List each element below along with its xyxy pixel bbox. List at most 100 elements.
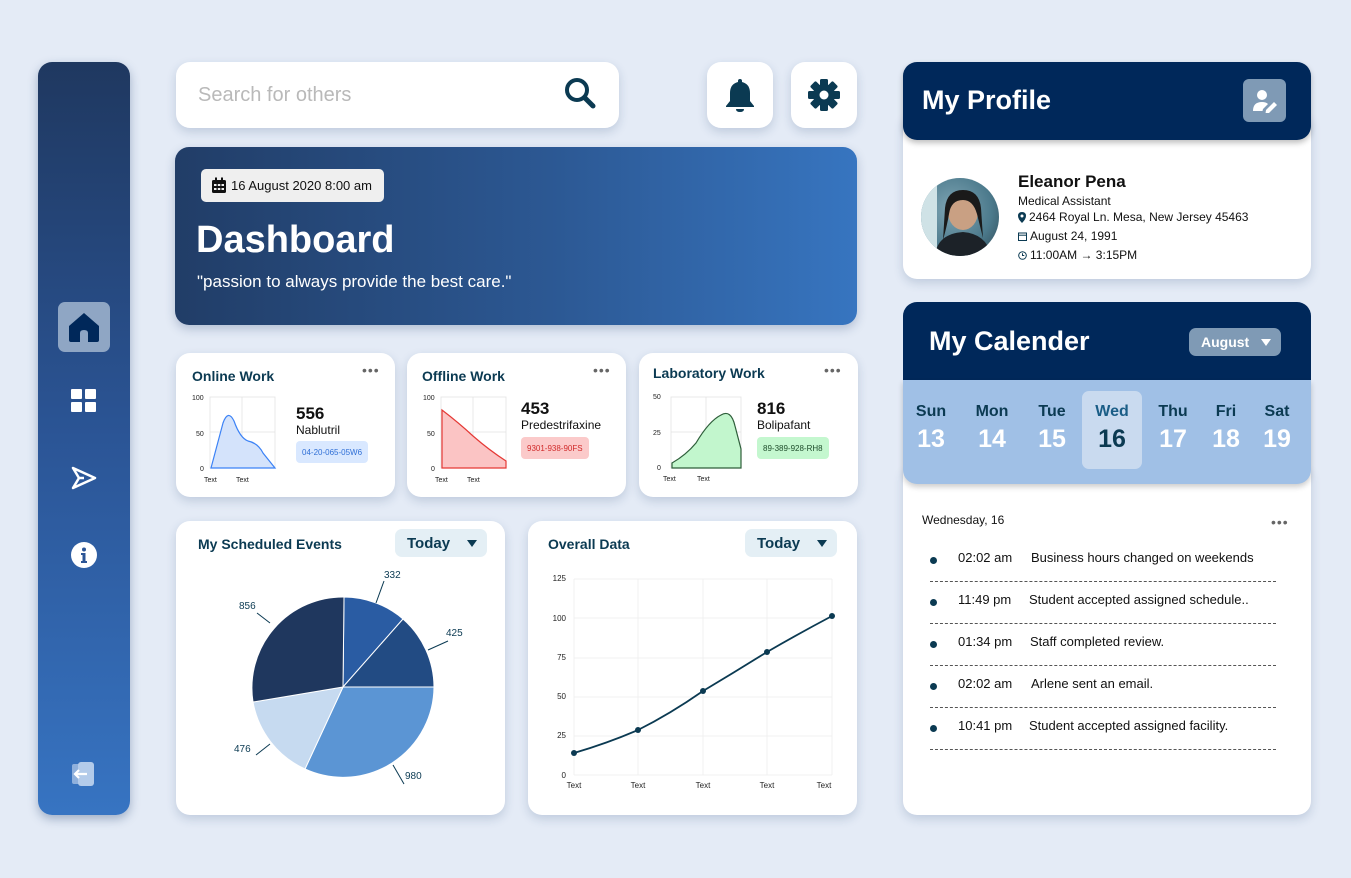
svg-text:0: 0 (657, 465, 661, 472)
page-title: Dashboard (196, 219, 395, 261)
clock-icon (1018, 250, 1027, 260)
chevron-down-icon (817, 539, 827, 547)
calendar-header: My Calender August (903, 302, 1311, 384)
month-dropdown[interactable]: August (1189, 328, 1281, 356)
svg-text:332: 332 (384, 570, 401, 581)
profile-address: 2464 Royal Ln. Mesa, New Jersey 45463 (1018, 210, 1248, 224)
settings-button[interactable] (791, 62, 857, 128)
day-sun[interactable]: Sun 13 (915, 403, 947, 453)
dropdown-value: Today (407, 534, 451, 552)
svg-text:Text: Text (435, 477, 448, 484)
selected-date-label: Wednesday, 16 (922, 513, 1005, 527)
day-wed[interactable]: Wed 16 (1082, 391, 1142, 469)
edit-user-icon (1252, 89, 1277, 113)
svg-text:Text: Text (567, 781, 582, 790)
overall-data-card: Overall Data Today 125 100 75 50 25 0 Te… (528, 521, 857, 815)
offline-work-value: 453 (521, 399, 550, 418)
laboratory-work-area-chart: 50 25 0 Text Text (653, 394, 742, 483)
chevron-down-icon (467, 539, 477, 547)
svg-text:856: 856 (239, 601, 256, 612)
more-options-button[interactable]: ••• (362, 362, 380, 378)
svg-text:0: 0 (562, 771, 567, 780)
svg-text:75: 75 (557, 653, 566, 662)
event-item[interactable]: 10:41 pm Student accepted assigned facil… (930, 708, 1276, 750)
profile-name: Eleanor Pena (1018, 172, 1126, 191)
calendar-events: Wednesday, 16 ••• 02:02 am Business hour… (903, 470, 1311, 815)
bullet-icon (930, 683, 937, 690)
avatar (921, 178, 999, 256)
dropdown-value: August (1201, 334, 1250, 350)
info-icon (71, 542, 97, 568)
profile-header: My Profile (903, 62, 1311, 140)
day-sat[interactable]: Sat 19 (1263, 403, 1291, 453)
event-item[interactable]: 02:02 am Business hours changed on weeke… (930, 540, 1276, 582)
scheduled-events-period-dropdown[interactable]: Today (395, 529, 487, 557)
logout-button[interactable] (58, 749, 110, 799)
profile-role: Medical Assistant (1018, 194, 1111, 208)
calendar-icon (212, 177, 226, 193)
search-input[interactable] (198, 83, 563, 107)
svg-text:Text: Text (236, 477, 249, 484)
event-item[interactable]: 02:02 am Arlene sent an email. (930, 666, 1276, 708)
svg-text:100: 100 (553, 614, 567, 623)
more-options-button[interactable]: ••• (1271, 514, 1289, 530)
svg-text:50: 50 (653, 394, 661, 401)
search-icon[interactable] (563, 76, 597, 115)
svg-text:100: 100 (192, 395, 204, 402)
svg-text:125: 125 (553, 574, 567, 583)
date-badge: 16 August 2020 8:00 am (201, 169, 384, 202)
more-options-button[interactable]: ••• (593, 362, 611, 378)
notifications-button[interactable] (707, 62, 773, 128)
svg-text:25: 25 (557, 731, 566, 740)
dashboard-banner: 16 August 2020 8:00 am Dashboard "passio… (175, 147, 857, 325)
svg-text:Text: Text (663, 476, 676, 483)
calendar-title: My Calender (929, 326, 1090, 356)
scheduled-events-card: My Scheduled Events Today 332 425 980 47… (176, 521, 505, 815)
edit-profile-button[interactable] (1243, 79, 1286, 122)
event-item[interactable]: 11:49 pm Student accepted assigned sched… (930, 582, 1276, 624)
scheduled-events-pie-chart: 332 425 980 476 856 (234, 570, 463, 785)
svg-text:Text: Text (760, 781, 775, 790)
calendar-icon (1018, 232, 1027, 241)
banner-quote: "passion to always provide the best care… (197, 272, 512, 291)
bullet-icon (930, 557, 937, 564)
more-options-button[interactable]: ••• (824, 362, 842, 378)
svg-text:Text: Text (631, 781, 646, 790)
profile-hours: 11:00AM → 3:15PM (1018, 248, 1137, 262)
profile-details: Eleanor Pena Medical Assistant 2464 Roya… (903, 118, 1311, 279)
sidebar-item-send[interactable] (58, 453, 110, 503)
svg-text:425: 425 (446, 628, 463, 639)
svg-text:50: 50 (427, 431, 435, 438)
profile-birthday: August 24, 1991 (1018, 229, 1117, 243)
bullet-icon (930, 725, 937, 732)
day-thu[interactable]: Thu 17 (1158, 403, 1188, 453)
day-fri[interactable]: Fri 18 (1212, 403, 1240, 453)
sidebar-item-home[interactable] (58, 302, 110, 352)
svg-text:Text: Text (467, 477, 480, 484)
sidebar-item-grid[interactable] (58, 376, 110, 426)
svg-text:Text: Text (697, 476, 710, 483)
laboratory-work-name: Bolipafant (757, 418, 811, 432)
profile-title: My Profile (922, 85, 1052, 115)
svg-text:100: 100 (423, 395, 435, 402)
svg-text:980: 980 (405, 771, 422, 782)
day-mon[interactable]: Mon 14 (975, 403, 1009, 453)
overall-data-line-chart: 125 100 75 50 25 0 Text Text Text Text T… (553, 574, 835, 790)
day-tue[interactable]: Tue 15 (1038, 403, 1066, 453)
event-item[interactable]: 01:34 pm Staff completed review. (930, 624, 1276, 666)
svg-text:50: 50 (196, 431, 204, 438)
card-title: Overall Data (548, 536, 630, 552)
dropdown-value: Today (757, 534, 801, 552)
sidebar-item-info[interactable] (58, 530, 110, 580)
online-work-name: Nablutril (296, 423, 341, 437)
online-work-code: 04-20-065-05W6 (296, 441, 369, 463)
overall-data-period-dropdown[interactable]: Today (745, 529, 837, 557)
home-icon (69, 313, 99, 342)
card-title: Online Work (192, 368, 275, 384)
svg-text:Text: Text (204, 477, 217, 484)
send-icon (71, 466, 97, 490)
svg-text:Text: Text (817, 781, 832, 790)
card-title: Laboratory Work (653, 365, 765, 381)
svg-text:0: 0 (200, 466, 204, 473)
banner-date: 16 August 2020 8:00 am (231, 178, 372, 193)
